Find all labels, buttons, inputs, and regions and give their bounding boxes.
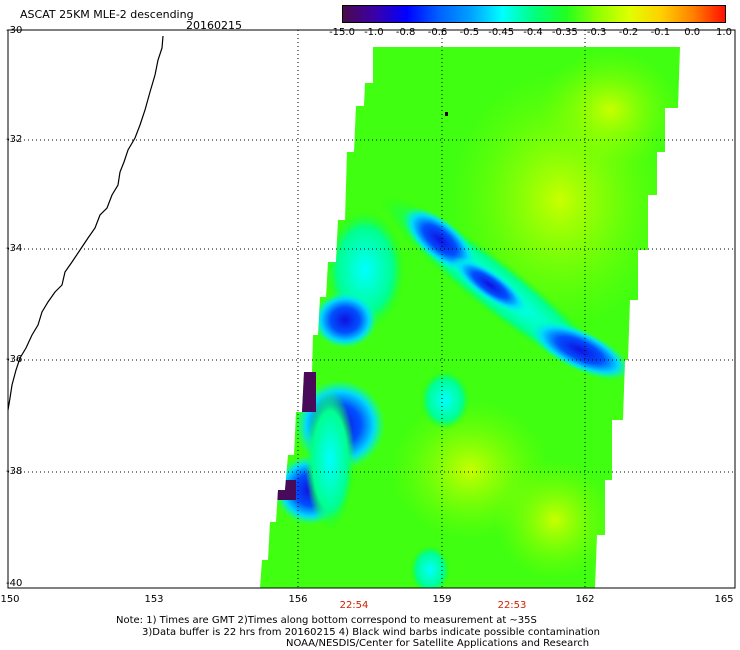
note-line-3: NOAA/NESDIS/Center for Satellite Applica… xyxy=(286,638,590,649)
lat-label: -32 xyxy=(6,134,23,145)
lat-label: -36 xyxy=(6,354,23,365)
map-frame xyxy=(7,29,736,589)
note-line-2: 3)Data buffer is 22 hrs from 20160215 4)… xyxy=(142,627,600,638)
colorbar-tick-label: -1.0 xyxy=(364,27,384,38)
graticule xyxy=(8,30,735,588)
colorbar-tick-label: -0.2 xyxy=(618,27,639,38)
map-date: 20160215 xyxy=(186,19,242,32)
colorbar-tick-label: -15.0 xyxy=(329,27,355,38)
pass-time: 22:54 xyxy=(339,600,369,611)
colorbar-tick-label: 0.0 xyxy=(684,27,701,38)
lon-label: 150 xyxy=(0,594,20,605)
colorbar-tick-label: -0.1 xyxy=(650,27,671,38)
lon-label: 153 xyxy=(144,594,164,605)
colorbar-tick-label: -0.35 xyxy=(551,27,578,38)
colorbar-tick-label: -0.45 xyxy=(488,27,515,38)
colorbar-tick-label: -0.6 xyxy=(427,27,448,38)
colorbar xyxy=(342,5,726,23)
colorbar-tick-label: 1.0 xyxy=(716,27,732,38)
lon-label: 156 xyxy=(288,594,308,605)
pass-time: 22:53 xyxy=(497,600,527,611)
lat-label: -30 xyxy=(6,25,23,36)
lon-label: 165 xyxy=(714,594,734,605)
lat-label: -38 xyxy=(6,466,23,477)
lat-label: -34 xyxy=(6,243,23,254)
colorbar-tick-label: -0.3 xyxy=(586,27,607,38)
colorbar-tick-label: -0.5 xyxy=(459,27,480,38)
colorbar-tick-label: -0.4 xyxy=(523,27,543,38)
wind-swath xyxy=(260,47,680,588)
lat-label: -40 xyxy=(6,578,23,589)
coastline xyxy=(7,35,164,411)
lon-label: 159 xyxy=(432,594,452,605)
colorbar-tick-label: -0.8 xyxy=(395,27,416,38)
note-line-1: Note: 1) Times are GMT 2)Times along bot… xyxy=(116,615,537,626)
map-title: ASCAT 25KM MLE-2 descending xyxy=(20,8,194,21)
lon-label: 162 xyxy=(575,594,595,605)
